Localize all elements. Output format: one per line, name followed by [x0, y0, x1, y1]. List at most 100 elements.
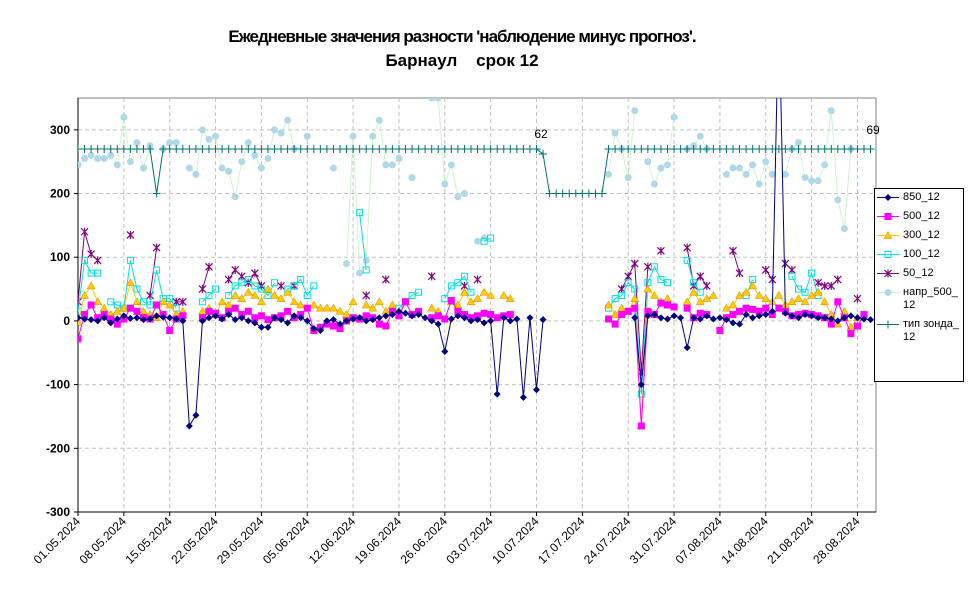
- point: [735, 290, 744, 299]
- point: [303, 317, 311, 325]
- point: [362, 256, 370, 264]
- point: [884, 269, 892, 278]
- point: [618, 291, 626, 299]
- point: [808, 269, 816, 277]
- point: [179, 317, 187, 325]
- point: [703, 312, 711, 320]
- legend-entry: 50_12: [875, 267, 963, 280]
- legend-icon: [877, 230, 899, 239]
- point: [263, 284, 273, 293]
- point: [683, 243, 692, 252]
- point: [212, 132, 220, 140]
- point: [827, 320, 835, 328]
- point: [336, 325, 344, 333]
- point: [94, 317, 102, 325]
- point: [415, 288, 423, 296]
- point: [630, 294, 640, 302]
- point: [644, 158, 652, 166]
- x-tick-label: 15.05.2024: [122, 514, 175, 567]
- point: [708, 290, 718, 299]
- point: [395, 155, 403, 163]
- point: [513, 315, 521, 323]
- point: [283, 287, 293, 296]
- point: [402, 298, 409, 306]
- point: [126, 230, 135, 239]
- point: [775, 304, 783, 312]
- point: [323, 317, 331, 325]
- point: [86, 281, 96, 290]
- x-tick-label: 31.07.2024: [627, 514, 680, 567]
- point: [297, 314, 305, 322]
- point: [126, 256, 134, 264]
- point: [611, 320, 619, 328]
- point: [112, 306, 122, 315]
- point: [487, 317, 495, 325]
- point: [231, 193, 239, 201]
- x-tick-label: 05.06.2024: [260, 514, 313, 567]
- point: [664, 301, 671, 309]
- point: [205, 307, 213, 315]
- point: [833, 275, 842, 284]
- point: [388, 311, 396, 319]
- point: [729, 164, 737, 172]
- annotation: 69: [866, 123, 880, 137]
- point: [349, 132, 357, 140]
- point: [244, 139, 252, 147]
- point: [499, 290, 509, 299]
- point: [251, 319, 259, 327]
- point: [532, 144, 541, 153]
- point: [801, 174, 809, 182]
- point: [120, 113, 128, 121]
- point: [290, 282, 298, 290]
- point: [696, 288, 704, 296]
- point: [329, 316, 337, 324]
- point: [467, 288, 475, 296]
- chart-title: Ежедневные значения разности 'наблюдение…: [228, 27, 695, 46]
- point: [539, 150, 548, 159]
- point: [808, 177, 816, 185]
- point: [78, 314, 82, 322]
- point: [277, 316, 285, 324]
- point: [415, 311, 423, 319]
- point: [677, 314, 685, 322]
- point: [362, 317, 370, 325]
- point: [212, 285, 220, 293]
- point: [212, 312, 220, 320]
- point: [224, 275, 233, 284]
- point: [630, 259, 639, 268]
- y-tick-label: 200: [50, 187, 70, 201]
- point: [441, 180, 449, 188]
- point: [454, 193, 462, 201]
- point: [237, 272, 246, 281]
- point: [382, 312, 390, 320]
- point: [774, 290, 784, 299]
- point: [178, 297, 187, 306]
- legend-label: напр_500_12: [903, 286, 958, 311]
- point: [598, 189, 606, 198]
- point: [271, 126, 278, 134]
- point: [761, 294, 771, 302]
- point: [716, 314, 724, 322]
- point: [742, 304, 750, 312]
- point: [788, 265, 796, 274]
- point: [840, 314, 848, 322]
- point: [231, 282, 239, 290]
- point: [309, 300, 319, 309]
- point: [781, 259, 790, 268]
- legend-entry: 300_12: [875, 229, 963, 242]
- point: [637, 390, 645, 398]
- point: [356, 314, 364, 322]
- x-tick-label: 14.08.2024: [719, 514, 772, 567]
- point: [526, 314, 534, 322]
- point: [230, 290, 240, 299]
- point: [349, 315, 357, 323]
- point: [297, 276, 305, 284]
- point: [225, 291, 233, 299]
- point: [146, 315, 154, 323]
- point: [408, 312, 416, 320]
- x-tick-label: 22.05.2024: [168, 514, 221, 567]
- point: [624, 174, 632, 182]
- point: [113, 161, 121, 169]
- legend-label: тип зонда_12: [903, 318, 959, 343]
- point: [696, 132, 704, 140]
